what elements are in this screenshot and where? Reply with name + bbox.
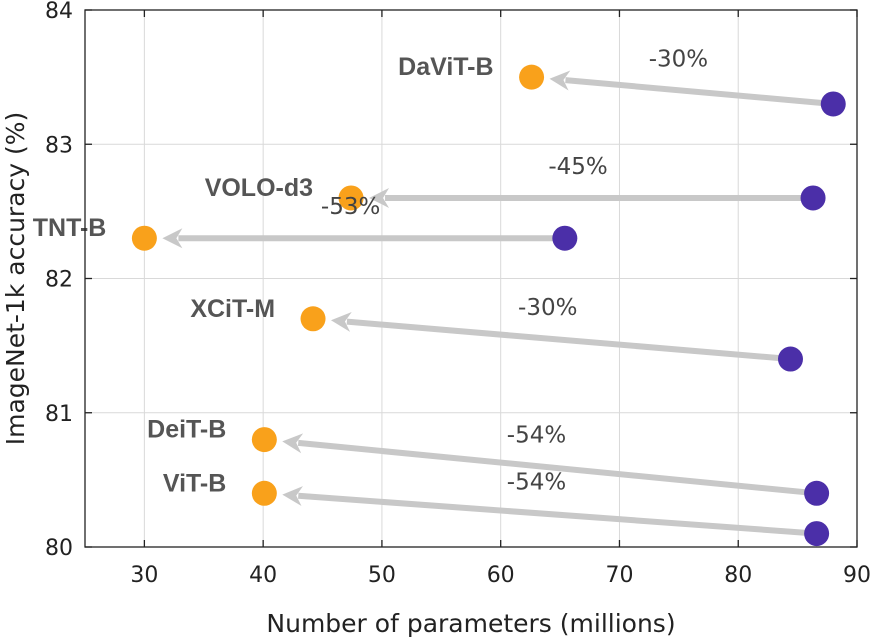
reduction-label: -54% xyxy=(507,469,566,495)
arrow-layer xyxy=(162,70,834,537)
y-tick-label: 84 xyxy=(45,0,73,24)
x-tick-label: 30 xyxy=(130,563,158,588)
baseline-point xyxy=(777,346,803,372)
y-tick-label: 81 xyxy=(45,402,73,427)
x-tick-label: 80 xyxy=(724,563,752,588)
y-tick-label: 83 xyxy=(45,133,73,158)
arrow-shaft xyxy=(297,439,817,497)
y-axis-title: ImageNet-1k accuracy (%) xyxy=(1,112,30,446)
x-tick-label: 90 xyxy=(843,563,871,588)
axis-layer: 30 40 50 60 70 80 90 80 81 82 83 84 xyxy=(45,0,871,588)
x-tick-label: 70 xyxy=(605,563,633,588)
x-tick-label: 50 xyxy=(368,563,396,588)
model-label: TNT-B xyxy=(33,214,107,242)
arrow-shaft xyxy=(346,318,791,363)
model-label: DeiT-B xyxy=(147,416,226,444)
baseline-point xyxy=(820,91,846,117)
x-axis-title: Number of parameters (millions) xyxy=(266,609,675,638)
arrow-head xyxy=(162,228,183,249)
reduction-label: -30% xyxy=(649,47,708,73)
y-tick-label: 80 xyxy=(45,536,73,561)
arrow-shaft xyxy=(298,492,817,537)
label-layer: DaViT-B -30% VOLO-d3 -45% TNT-B -53% XCiT-M -30… xyxy=(33,47,708,498)
reduced-point xyxy=(338,185,364,211)
reduced-point xyxy=(251,427,277,453)
arrow-head xyxy=(282,486,303,507)
model-label: DaViT-B xyxy=(398,53,493,81)
x-tick-label: 40 xyxy=(249,563,277,588)
arrow-head xyxy=(369,187,390,208)
arrow-head xyxy=(330,312,352,332)
arrow-head xyxy=(549,70,571,91)
arrow-head xyxy=(282,433,304,454)
y-tick-label: 82 xyxy=(45,268,73,293)
x-tick-label: 60 xyxy=(487,563,515,588)
arrow-shaft xyxy=(565,77,834,107)
point-layer xyxy=(131,64,846,547)
reduction-label: -54% xyxy=(507,422,566,448)
baseline-point xyxy=(804,480,830,506)
model-label: VOLO-d3 xyxy=(205,174,313,202)
baseline-point xyxy=(800,185,826,211)
reduced-point xyxy=(300,306,326,332)
grid-layer xyxy=(85,10,857,547)
reduced-point xyxy=(519,64,545,90)
model-label: XCiT-M xyxy=(190,295,275,323)
baseline-point xyxy=(552,225,578,251)
model-label: ViT-B xyxy=(163,469,226,497)
reduction-label: -30% xyxy=(518,295,577,321)
baseline-point xyxy=(804,521,830,547)
reduction-label: -53% xyxy=(321,194,380,220)
reduced-point xyxy=(131,225,157,251)
reduced-point xyxy=(251,480,277,506)
reduction-label: -45% xyxy=(548,154,607,180)
